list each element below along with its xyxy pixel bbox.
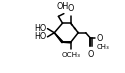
Polygon shape xyxy=(62,42,71,43)
Text: OCH₃: OCH₃ xyxy=(61,52,80,58)
Polygon shape xyxy=(54,33,63,43)
Text: HO: HO xyxy=(34,32,46,41)
Text: O: O xyxy=(68,4,74,13)
Text: O: O xyxy=(97,34,103,43)
Text: HO: HO xyxy=(34,24,46,33)
Text: O: O xyxy=(87,50,94,59)
Text: OH: OH xyxy=(56,2,68,11)
Text: CH₃: CH₃ xyxy=(97,44,109,50)
